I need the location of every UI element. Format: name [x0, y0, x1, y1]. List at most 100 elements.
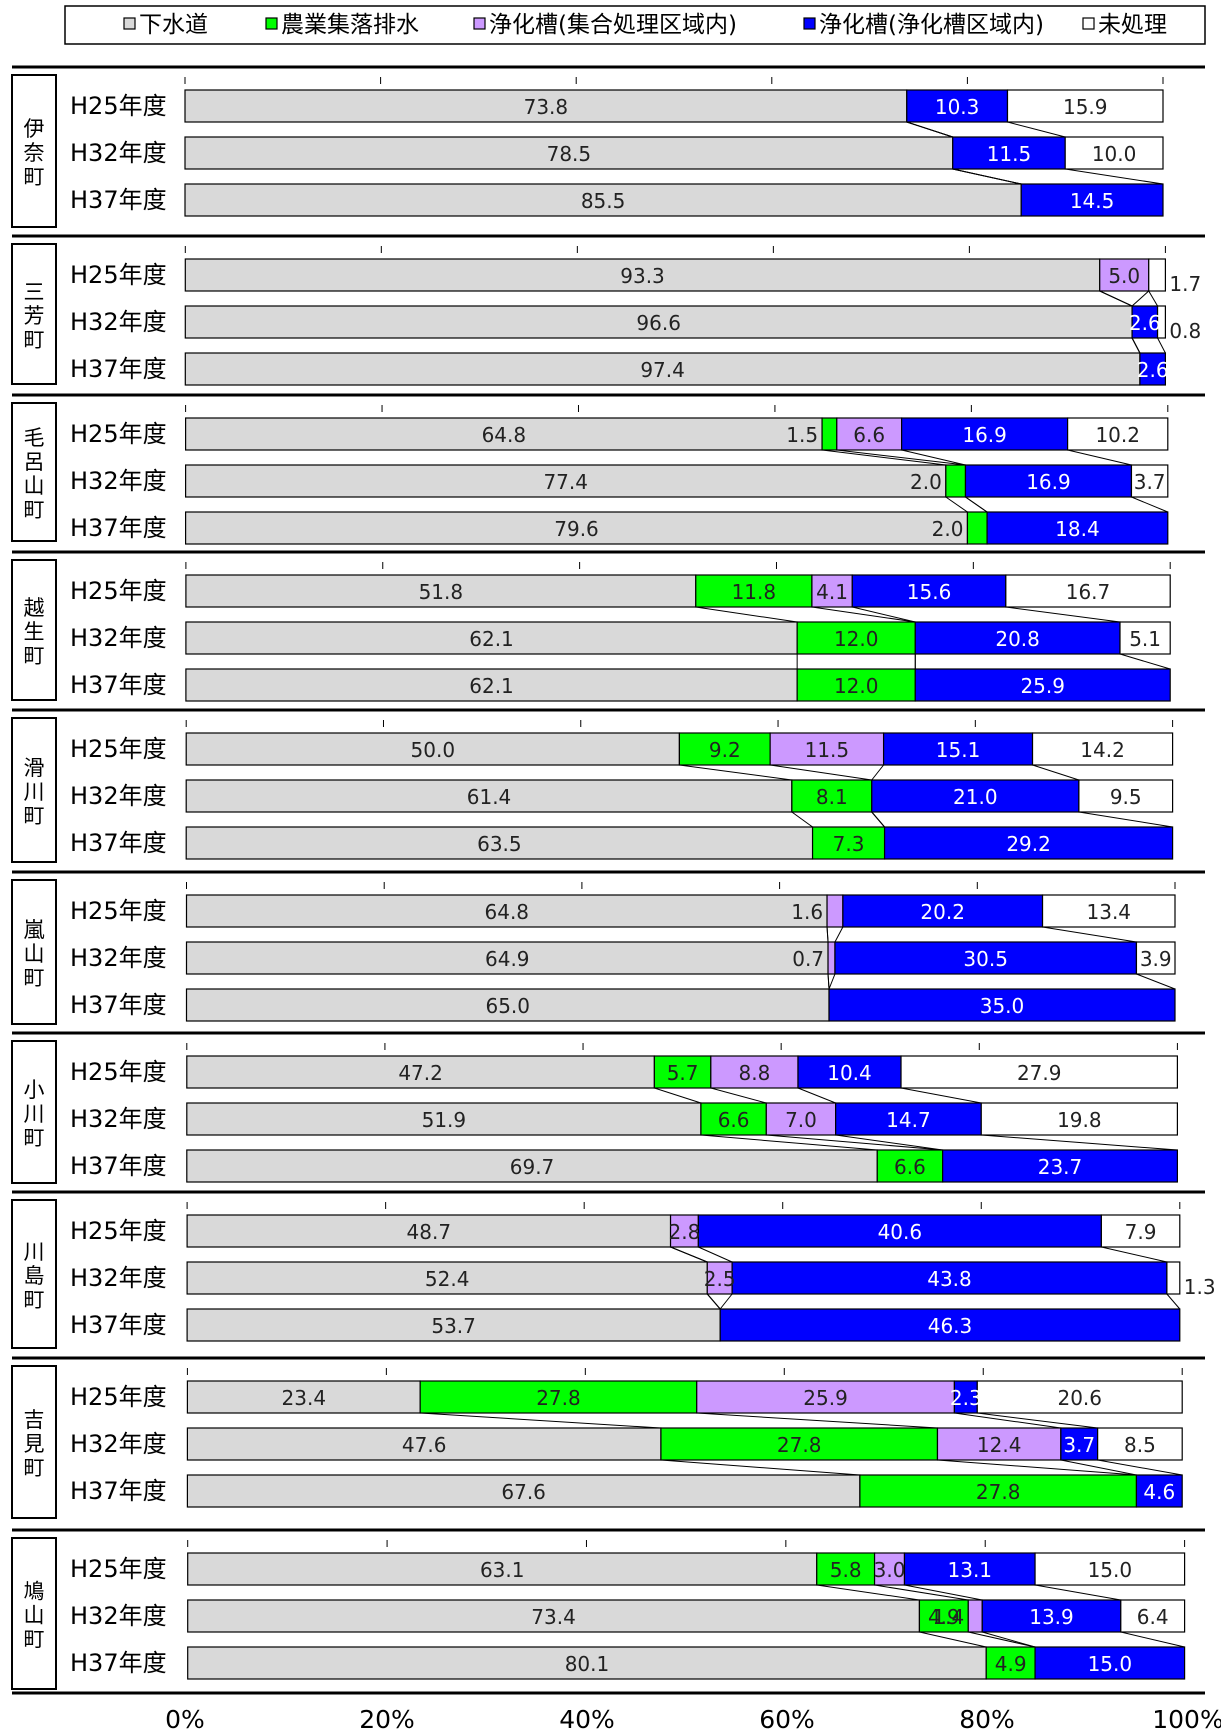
- bar-value-label: 1.4: [932, 1605, 964, 1629]
- group-name-char: 町: [24, 1288, 45, 1312]
- group-name-char: 町: [24, 328, 45, 352]
- bar-segment-johka_indiv: [914, 621, 1121, 655]
- series-connector-line: [797, 1087, 836, 1104]
- bar-value-label: 14.5: [1070, 189, 1115, 213]
- bar-value-label: 5.1: [1129, 627, 1161, 651]
- bar-value-label: 10.3: [935, 95, 980, 119]
- bar-value-label: 61.4: [467, 785, 512, 809]
- series-connector-line: [770, 764, 872, 781]
- bar-year-label: H37年度: [70, 186, 167, 214]
- bar-value-label: 20.2: [920, 900, 965, 924]
- bar-value-label: 15.9: [1063, 95, 1108, 119]
- bar-value-label: 0.8: [1169, 319, 1201, 343]
- bar-value-label: 4.9: [995, 1652, 1027, 1676]
- group-name-char: 伊: [24, 117, 45, 141]
- bar-value-label: 8.5: [1124, 1433, 1156, 1457]
- bar-value-label: 3.0: [874, 1558, 906, 1582]
- series-connector-line: [852, 606, 916, 623]
- bar-value-label: 21.0: [953, 785, 998, 809]
- group-name-char: 見: [24, 1432, 45, 1456]
- bar-year-label: H32年度: [70, 308, 167, 336]
- group-name-box: [11, 717, 57, 863]
- bar-segment-sewer: [185, 417, 823, 451]
- bar-year-label: H32年度: [70, 1602, 167, 1630]
- bar-segment-johka_group: [967, 1599, 983, 1633]
- bar-value-label: 30.5: [963, 947, 1008, 971]
- bar-segment-agri: [876, 1149, 944, 1183]
- bar-segment-sewer: [185, 621, 798, 655]
- group-name-char: 町: [24, 1126, 45, 1150]
- bar-segment-johka_indiv: [914, 668, 1171, 702]
- bar-segment-johka_indiv: [942, 1149, 1179, 1183]
- bar-segment-agri: [419, 1380, 698, 1414]
- bar-value-label: 93.3: [620, 264, 665, 288]
- series-connector-line: [696, 1412, 938, 1429]
- bar-segment-johka_indiv: [834, 941, 1138, 975]
- series-connector-line: [834, 926, 844, 943]
- series-connector-line: [710, 1087, 767, 1104]
- bar-value-label: 9.5: [1110, 785, 1142, 809]
- bar-segment-johka_indiv: [842, 894, 1044, 928]
- bar-value-label: 23.4: [282, 1386, 327, 1410]
- bar-segment-johka_group: [696, 1380, 955, 1414]
- bar-segment-johka_group: [827, 941, 836, 975]
- bar-segment-johka_group: [873, 1552, 906, 1586]
- group-name-char: 鳩: [24, 1580, 45, 1604]
- x-tick-label: 80%: [959, 1705, 1015, 1734]
- bar-segment-sewer: [186, 1308, 721, 1342]
- bar-segment-johka_indiv: [981, 1599, 1122, 1633]
- series-connector-line: [968, 1631, 1036, 1648]
- bar-segment-agri: [811, 826, 886, 860]
- bar-year-label: H25年度: [70, 1383, 167, 1411]
- bar-segment-johka_indiv: [903, 1552, 1036, 1586]
- bar-value-label: 43.8: [927, 1267, 972, 1291]
- series-connector-line: [695, 606, 798, 623]
- legend-swatch-agri: [265, 17, 278, 30]
- bar-segment-johka_group: [769, 732, 885, 766]
- group-name-box: [11, 74, 57, 228]
- series-connector-line: [871, 764, 884, 781]
- group-name-char: 山: [24, 1604, 45, 1628]
- bar-segment-sewer: [185, 941, 829, 975]
- group-name-char: 山: [24, 474, 45, 498]
- bar-segment-johka_indiv: [986, 511, 1169, 545]
- group-name-char: 島: [24, 1264, 45, 1288]
- group-name-box: [11, 1199, 57, 1349]
- group-name-char: 毛: [24, 426, 45, 450]
- bar-segment-untreated: [1034, 1552, 1186, 1586]
- bar-segment-johka_indiv: [883, 826, 1174, 860]
- series-connector-line: [1067, 449, 1132, 466]
- bar-segment-sewer: [186, 1214, 672, 1248]
- bar-segment-untreated: [1148, 258, 1166, 292]
- series-connector-line: [835, 1134, 943, 1151]
- bar-segment-johka_indiv: [828, 988, 1176, 1022]
- series-connector-line: [1097, 1459, 1183, 1476]
- bar-value-label: 13.1: [948, 1558, 993, 1582]
- bar-value-label: 11.5: [805, 738, 850, 762]
- bar-segment-sewer: [185, 894, 828, 928]
- group-name-char: 嵐: [24, 918, 45, 942]
- bar-year-label: H25年度: [70, 261, 167, 289]
- bar-value-label: 10.4: [827, 1061, 872, 1085]
- series-connector-line: [1131, 337, 1141, 354]
- bar-value-label: 27.9: [1017, 1061, 1062, 1085]
- bar-value-label: 62.1: [469, 627, 514, 651]
- series-connector-line: [1157, 337, 1166, 354]
- legend-label-agri: 農業集落排水: [281, 12, 419, 38]
- bar-segment-johka_group: [765, 1102, 837, 1136]
- bar-segment-sewer: [186, 1149, 878, 1183]
- bar-value-label: 27.8: [976, 1480, 1021, 1504]
- bar-segment-untreated: [1120, 1599, 1186, 1633]
- series-connector-line: [836, 449, 966, 466]
- bar-year-label: H32年度: [70, 782, 167, 810]
- bar-value-label: 16.7: [1066, 580, 1111, 604]
- group-name-char: 町: [24, 1628, 45, 1652]
- bar-value-label: 15.1: [936, 738, 981, 762]
- bar-segment-sewer: [184, 305, 1133, 339]
- group-name-char: 町: [24, 644, 45, 668]
- bar-value-label: 14.2: [1080, 738, 1125, 762]
- bar-segment-sewer: [184, 183, 1022, 217]
- bar-year-label: H37年度: [70, 671, 167, 699]
- bar-value-label: 6.6: [718, 1108, 750, 1132]
- series-connector-line: [1065, 168, 1164, 185]
